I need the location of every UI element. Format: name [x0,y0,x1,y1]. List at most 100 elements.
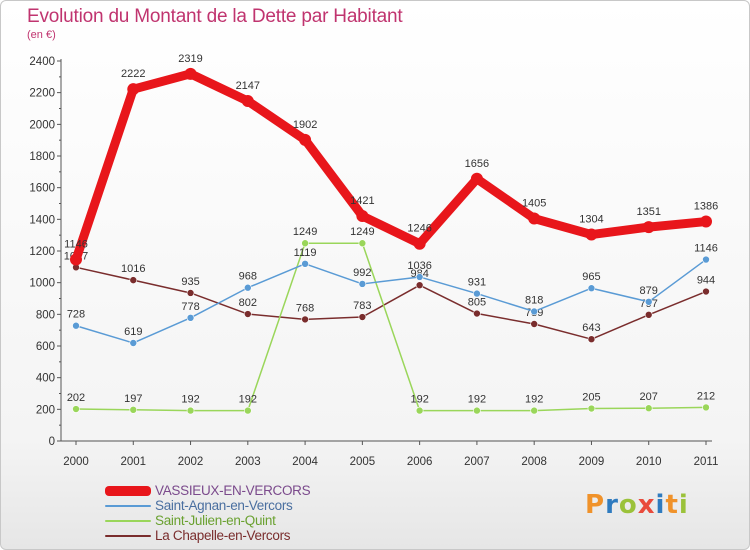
data-point [70,253,82,266]
legend-item-saint-julien: Saint-Julien-en-Quint [105,513,310,528]
data-point [530,307,538,316]
legend-swatch [105,485,151,496]
data-label: 192 [410,394,428,406]
data-point [301,315,309,324]
data-label: 1386 [694,201,718,213]
data-point [415,406,424,415]
data-label: 1016 [121,263,145,275]
data-label: 783 [353,300,371,312]
data-label: 728 [67,309,85,321]
data-point [415,281,424,290]
legend-label: La Chapelle-en-Vercors [155,528,291,543]
y-tick-label: 400 [36,373,55,385]
y-tick-label: 2200 [29,88,55,100]
data-point [415,273,424,281]
data-point [301,260,309,268]
data-label: 1304 [579,214,603,226]
data-label: 192 [468,394,486,406]
data-label: 2147 [236,80,260,92]
x-tick-label: 2008 [521,456,547,468]
data-point [587,335,596,343]
series-1: 728 619 778 968 1119 992 1036 931 818 965 879 1146 [67,243,718,347]
legend-label: Saint-Agnan-en-Vercors [155,498,293,513]
data-label: 1656 [465,158,489,170]
logo-letter: t [665,490,679,520]
data-point [702,403,710,412]
data-label: 202 [67,392,85,404]
data-label: 2319 [178,53,202,65]
data-point [644,404,653,413]
x-tick-label: 2006 [407,456,433,468]
series-0: 1146 2222 2319 2147 1902 1421 1246 1656 1405 1304… [64,53,718,266]
y-tick-label: 2000 [29,119,55,131]
data-point [129,339,138,347]
data-point [413,237,426,250]
chart-subtitle: (en €) [27,29,56,41]
x-tick-label: 2002 [178,456,204,468]
logo-letter: x [637,490,656,520]
data-point [244,310,252,318]
y-tick-label: 1800 [29,151,55,163]
data-label: 643 [582,322,600,334]
data-point [72,405,80,413]
series-line [75,266,707,340]
x-tick-label: 2009 [579,456,605,468]
data-point [530,406,538,415]
series-2: 202 197 192 192 1249 1249 192 192 192 205 207 212 [67,226,715,415]
data-point [585,228,598,241]
data-label: 805 [468,297,486,309]
data-point [473,289,481,298]
data-point [301,239,309,248]
data-point [700,215,712,228]
series-3: 10971016935802768783984805739643797944 [64,250,715,343]
data-point [184,67,197,80]
data-label: 205 [582,392,600,404]
data-label: 944 [697,275,715,287]
x-tick-label: 2004 [292,456,318,468]
y-tick-label: 600 [36,341,55,353]
chart-title: Evolution du Montant de la Dette par Hab… [27,6,403,27]
x-tick-label: 2003 [235,456,261,468]
logo-letter: r [605,490,619,520]
y-tick-label: 2400 [29,56,55,68]
y-tick-label: 0 [49,436,55,448]
legend-label: Saint-Julien-en-Quint [155,513,276,528]
data-point [358,239,367,248]
data-point [299,133,312,146]
data-label: 1119 [294,247,317,259]
data-label: 931 [468,277,486,289]
y-tick-label: 800 [36,309,55,321]
data-point [530,320,538,328]
data-label: 768 [296,302,314,314]
data-label: 818 [525,294,543,306]
legend-label: VASSIEUX-EN-VERCORS [155,483,311,498]
data-point [587,284,596,293]
legend-item-vassieux: VASSIEUX-EN-VERCORS [105,483,311,498]
data-point [473,406,481,415]
logo-letter: o [618,490,638,520]
data-point [644,298,653,306]
data-label: 1421 [350,195,374,207]
data-point [473,309,481,318]
data-point [186,406,195,415]
data-label: 968 [239,271,257,283]
data-label: 192 [525,394,543,406]
data-point [358,313,367,321]
x-tick-label: 2000 [63,456,89,468]
data-point [244,406,252,415]
series-line [75,242,707,412]
legend-item-la-chapelle: La Chapelle-en-Vercors [105,528,310,543]
data-point [587,404,596,413]
data-label: 212 [697,390,715,402]
data-label: 2222 [121,68,145,80]
data-label: 207 [640,391,658,403]
logo-letter: i [678,490,689,520]
data-point [644,311,653,319]
data-point [642,221,655,234]
logo-letter: i [655,490,666,520]
data-label: 1405 [522,198,546,210]
data-label: 1249 [350,226,374,238]
proxiti-logo: Proxiti [585,490,689,520]
